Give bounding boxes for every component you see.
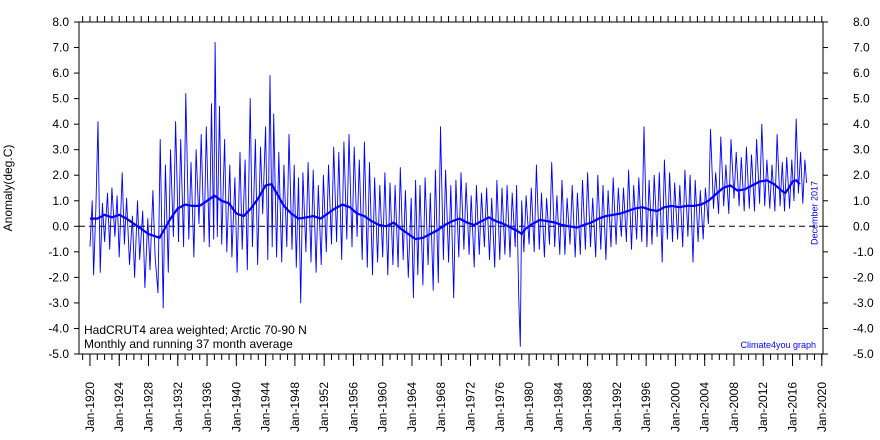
y-tick-label-left: -1.0 — [48, 245, 69, 259]
x-axis: Jan-1920 Jan-1924 Jan-1928 Jan-1932 Jan-1936… — [82, 16, 829, 432]
y-tick-label-right: 8.0 — [853, 15, 870, 29]
y-axis: 8.0 8.0 7.0 7.0 6.0 6.0 5.0 5.0 4.0 4.0 3.0 3.0 2.0 2… — [48, 15, 874, 361]
x-tick-label: Jan-1920 — [83, 382, 97, 432]
y-tick-label-left: 1.0 — [52, 194, 69, 208]
y-tick-label-left: -3.0 — [48, 296, 69, 310]
y-tick-label-left: 7.0 — [52, 41, 69, 55]
y-tick-label-left: 6.0 — [52, 66, 69, 80]
x-tick-label: Jan-1948 — [288, 382, 302, 432]
y-tick-label-left: 4.0 — [52, 117, 69, 131]
running-average-line — [90, 179, 801, 241]
x-tick-label: Jan-1968 — [434, 382, 448, 432]
y-tick-label-left: 0.0 — [52, 219, 69, 233]
y-tick-label-right: 4.0 — [853, 117, 870, 131]
x-tick-label: Jan-1940 — [229, 382, 243, 432]
y-tick-label-left: -4.0 — [48, 321, 69, 335]
x-tick-label: Jan-1932 — [171, 382, 185, 432]
y-tick-label-right: 6.0 — [853, 66, 870, 80]
y-tick-label-left: 5.0 — [52, 92, 69, 106]
x-tick-label: Jan-1924 — [112, 382, 126, 432]
x-tick-label: Jan-2016 — [786, 382, 800, 432]
x-tick-label: Jan-1996 — [639, 382, 653, 432]
y-tick-label-right: -3.0 — [853, 296, 874, 310]
x-tick-label: Jan-1956 — [346, 382, 360, 432]
series-layer — [89, 41, 808, 347]
y-tick-label-right: 7.0 — [853, 41, 870, 55]
x-tick-label: Jan-1988 — [581, 382, 595, 432]
y-axis-label: Anomaly(deg.C) — [1, 145, 15, 232]
x-tick-label: Jan-1984 — [551, 382, 565, 432]
y-tick-label-left: 3.0 — [52, 143, 69, 157]
x-tick-label: Jan-1928 — [142, 382, 156, 432]
x-tick-label: Jan-1980 — [522, 382, 536, 432]
y-tick-label-right: -1.0 — [853, 245, 874, 259]
x-tick-label: Jan-2012 — [756, 382, 770, 432]
y-tick-label-right: 5.0 — [853, 92, 870, 106]
date-note: December 2017 — [809, 181, 819, 245]
x-tick-label: Jan-2008 — [727, 382, 741, 432]
credit-label: Climate4you graph — [740, 340, 816, 350]
y-tick-label-right: 3.0 — [853, 143, 870, 157]
x-tick-label: Jan-1944 — [259, 382, 273, 432]
x-tick-label: Jan-1952 — [317, 382, 331, 432]
x-tick-label: Jan-1936 — [200, 382, 214, 432]
y-tick-label-left: 2.0 — [52, 168, 69, 182]
x-tick-label: Jan-1960 — [376, 382, 390, 432]
monthly-series-line — [89, 41, 808, 347]
y-tick-label-right: 0.0 — [853, 219, 870, 233]
x-tick-label: Jan-2004 — [698, 382, 712, 432]
y-tick-label-right: -2.0 — [853, 270, 874, 284]
x-tick-label: Jan-1976 — [493, 382, 507, 432]
annotation-line-1: HadCRUT4 area weighted; Arctic 70-90 N — [84, 323, 307, 337]
y-tick-label-left: 8.0 — [52, 15, 69, 29]
x-tick-label: Jan-1972 — [464, 382, 478, 432]
annotation-line-2: Monthly and running 37 month average — [84, 337, 293, 351]
x-tick-label: Jan-1964 — [405, 382, 419, 432]
y-tick-label-left: -2.0 — [48, 270, 69, 284]
y-tick-label-right: 2.0 — [853, 168, 870, 182]
x-tick-label: Jan-2020 — [815, 382, 829, 432]
x-tick-label: Jan-2000 — [668, 382, 682, 432]
y-tick-label-right: 1.0 — [853, 194, 870, 208]
y-tick-label-right: -5.0 — [853, 347, 874, 361]
y-tick-label-left: -5.0 — [48, 347, 69, 361]
x-tick-label: Jan-1992 — [610, 382, 624, 432]
y-tick-label-right: -4.0 — [853, 321, 874, 335]
